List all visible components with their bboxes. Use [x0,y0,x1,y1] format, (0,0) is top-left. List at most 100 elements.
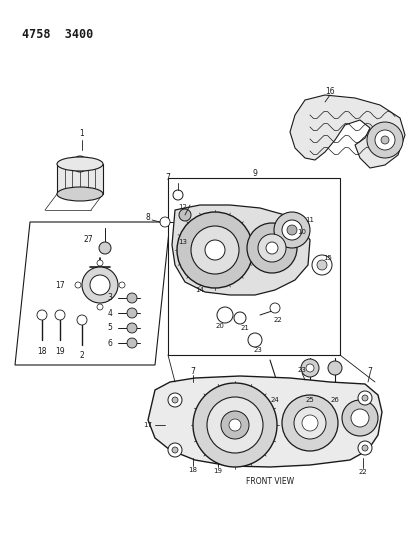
Text: 4: 4 [108,309,113,318]
Circle shape [317,260,327,270]
Polygon shape [15,222,170,365]
Circle shape [72,156,88,172]
Circle shape [381,136,389,144]
Text: 17: 17 [144,422,153,428]
Text: 23: 23 [297,367,306,373]
Polygon shape [148,376,382,467]
Text: 6: 6 [108,338,113,348]
Circle shape [294,407,326,439]
Text: 7: 7 [166,174,171,182]
Circle shape [301,359,319,377]
Text: 13: 13 [179,239,188,245]
Circle shape [266,242,278,254]
Circle shape [312,255,332,275]
Text: 14: 14 [195,287,204,293]
Circle shape [375,130,395,150]
Circle shape [205,240,225,260]
Circle shape [287,225,297,235]
Text: 25: 25 [306,397,315,403]
Text: 5: 5 [108,324,113,333]
Circle shape [55,310,65,320]
Text: 3: 3 [108,294,113,303]
Circle shape [179,209,191,221]
Circle shape [188,233,202,247]
Circle shape [362,445,368,451]
Text: 11: 11 [306,217,315,223]
Polygon shape [172,205,310,295]
Circle shape [221,411,249,439]
Circle shape [172,447,178,453]
Circle shape [258,234,286,262]
Circle shape [75,282,81,288]
Circle shape [274,384,286,396]
Circle shape [207,397,263,453]
Circle shape [367,122,403,158]
Circle shape [76,160,84,168]
Circle shape [342,400,378,436]
Circle shape [358,441,372,455]
Circle shape [274,212,310,248]
Circle shape [77,315,87,325]
Circle shape [127,338,137,348]
Ellipse shape [57,187,103,201]
Text: 9: 9 [253,169,257,179]
Text: 22: 22 [359,469,367,475]
Text: 18: 18 [188,467,197,473]
Circle shape [193,383,277,467]
Circle shape [234,312,246,324]
Text: 10: 10 [297,229,306,235]
Circle shape [302,415,318,431]
Circle shape [247,223,297,273]
Circle shape [119,282,125,288]
Text: 19: 19 [213,468,222,474]
Text: 16: 16 [325,87,335,96]
Circle shape [37,310,47,320]
Circle shape [183,228,207,252]
Text: 7: 7 [368,367,373,376]
Text: 17: 17 [55,280,65,289]
Circle shape [97,260,103,266]
Circle shape [160,217,170,227]
Polygon shape [57,164,103,194]
Text: 1: 1 [80,130,84,139]
Circle shape [270,303,280,313]
Circle shape [173,190,183,200]
Circle shape [99,242,111,254]
Text: 12: 12 [179,204,187,210]
Circle shape [328,361,342,375]
Circle shape [351,409,369,427]
Text: 4758  3400: 4758 3400 [22,28,93,41]
Circle shape [229,419,241,431]
Text: 7: 7 [191,367,195,376]
Circle shape [90,275,110,295]
Circle shape [127,293,137,303]
Text: 21: 21 [241,325,249,331]
Circle shape [84,157,89,162]
Circle shape [71,166,76,171]
Circle shape [168,393,182,407]
Circle shape [282,395,338,451]
Circle shape [91,161,95,166]
Circle shape [248,333,262,347]
Text: 19: 19 [55,348,65,357]
Bar [168,178,340,355]
Text: 24: 24 [271,397,279,403]
Circle shape [168,443,182,457]
Circle shape [306,364,314,372]
Circle shape [71,157,76,162]
Circle shape [282,220,302,240]
Text: 26: 26 [330,397,339,403]
Text: 20: 20 [215,323,224,329]
Circle shape [64,161,69,166]
Text: 8: 8 [146,214,151,222]
Circle shape [217,307,233,323]
Circle shape [362,395,368,401]
Circle shape [358,391,372,405]
Circle shape [191,226,239,274]
Circle shape [127,323,137,333]
Circle shape [82,267,118,303]
Ellipse shape [57,157,103,171]
Text: 18: 18 [37,348,47,357]
Text: 2: 2 [80,351,84,359]
Circle shape [84,166,89,171]
